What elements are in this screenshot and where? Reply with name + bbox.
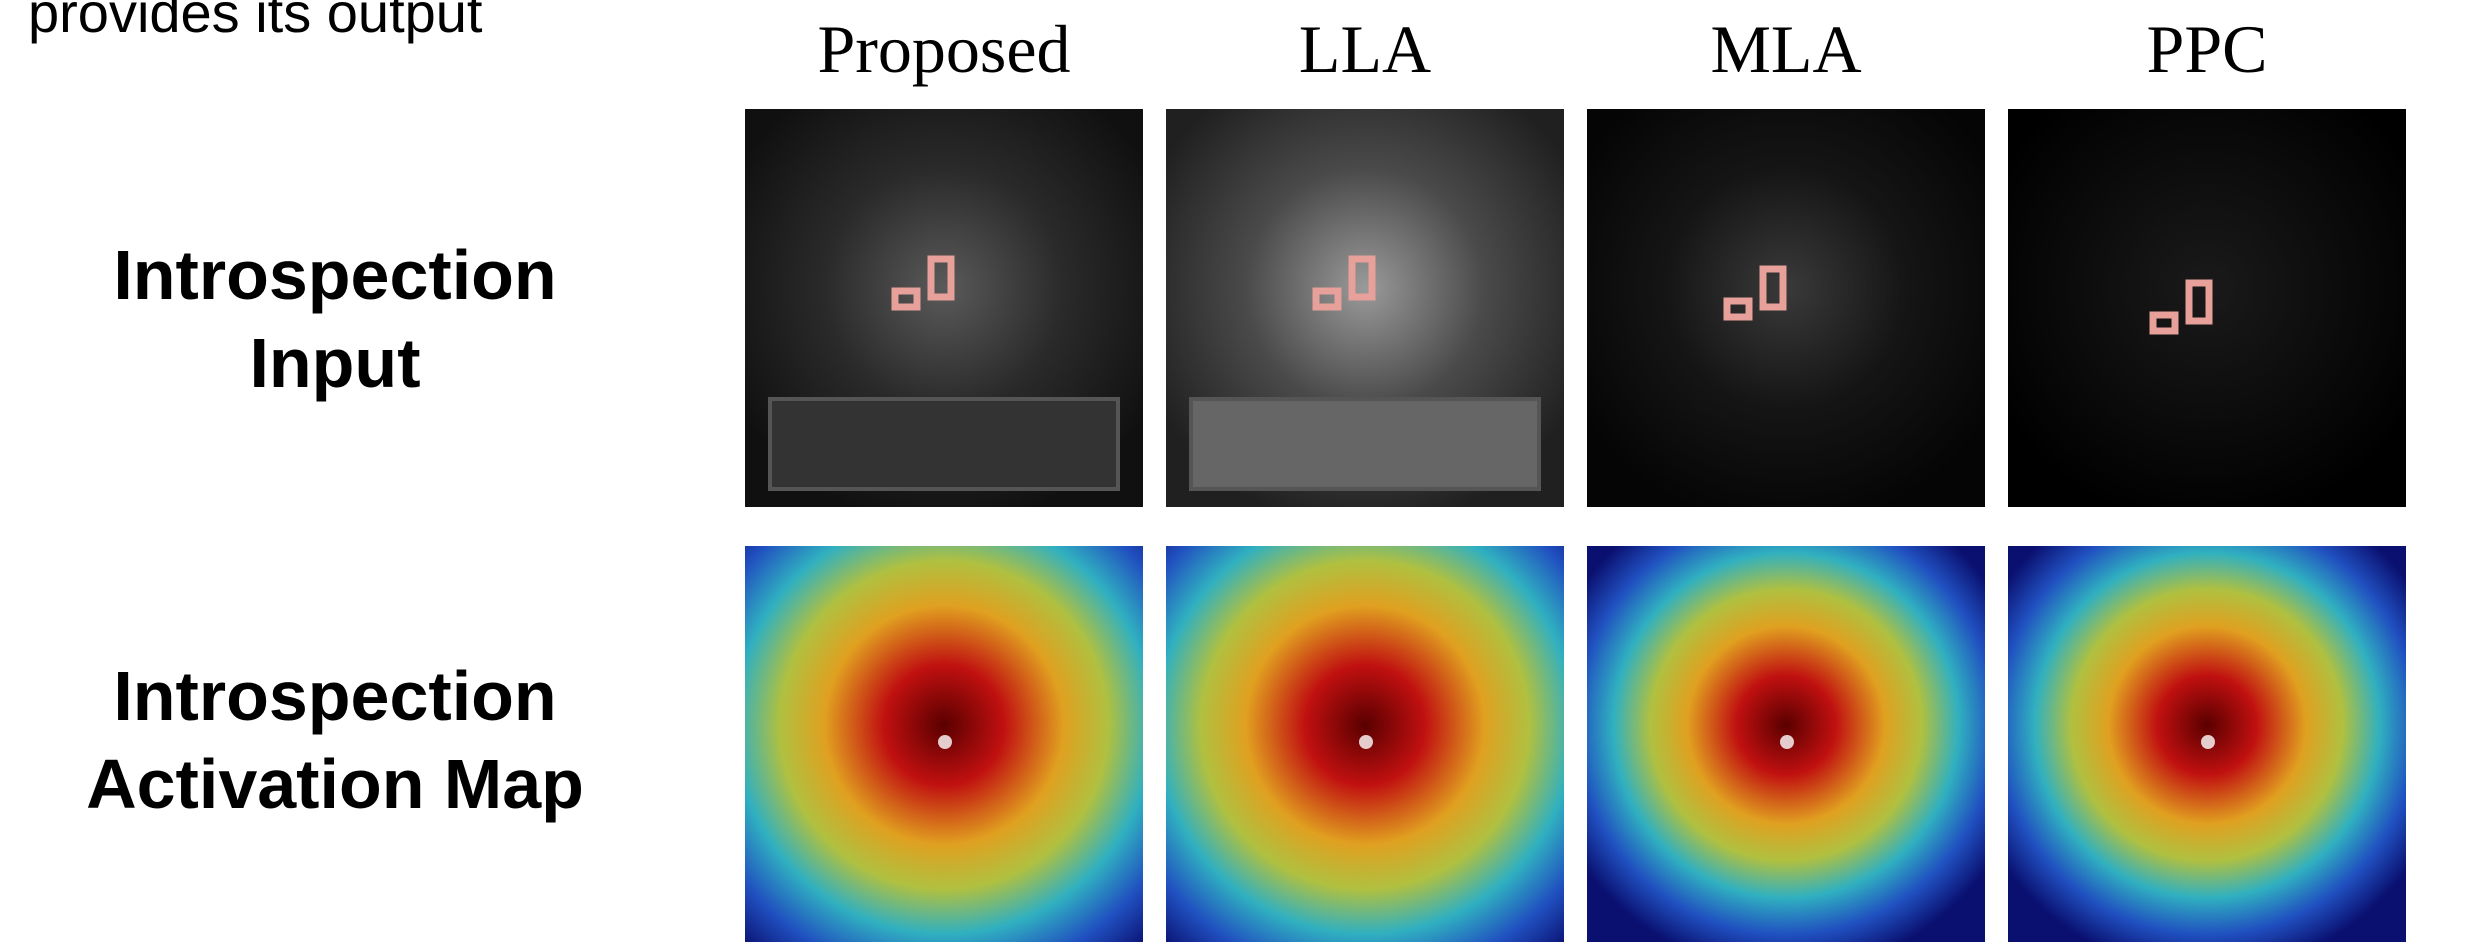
column-header: Proposed [817, 11, 1070, 87]
column-header: MLA [1710, 11, 1861, 87]
header-fragment: provides its output [28, 0, 483, 44]
image-base [770, 399, 1118, 489]
row-label: Input [249, 324, 420, 402]
row-label: Introspection [113, 236, 556, 314]
row-label: Introspection [113, 657, 556, 735]
activation-peak [2201, 735, 2215, 749]
image-base [1191, 399, 1539, 489]
panel-grid [745, 109, 2406, 942]
activation-peak [1359, 735, 1373, 749]
figure: provides its output Proposed LLA MLA PPC Int… [0, 0, 2481, 942]
row-label: Activation Map [86, 745, 584, 823]
activation-peak [938, 735, 952, 749]
activation-peak [1780, 735, 1794, 749]
column-header: LLA [1299, 11, 1431, 87]
column-header: PPC [2147, 11, 2268, 87]
